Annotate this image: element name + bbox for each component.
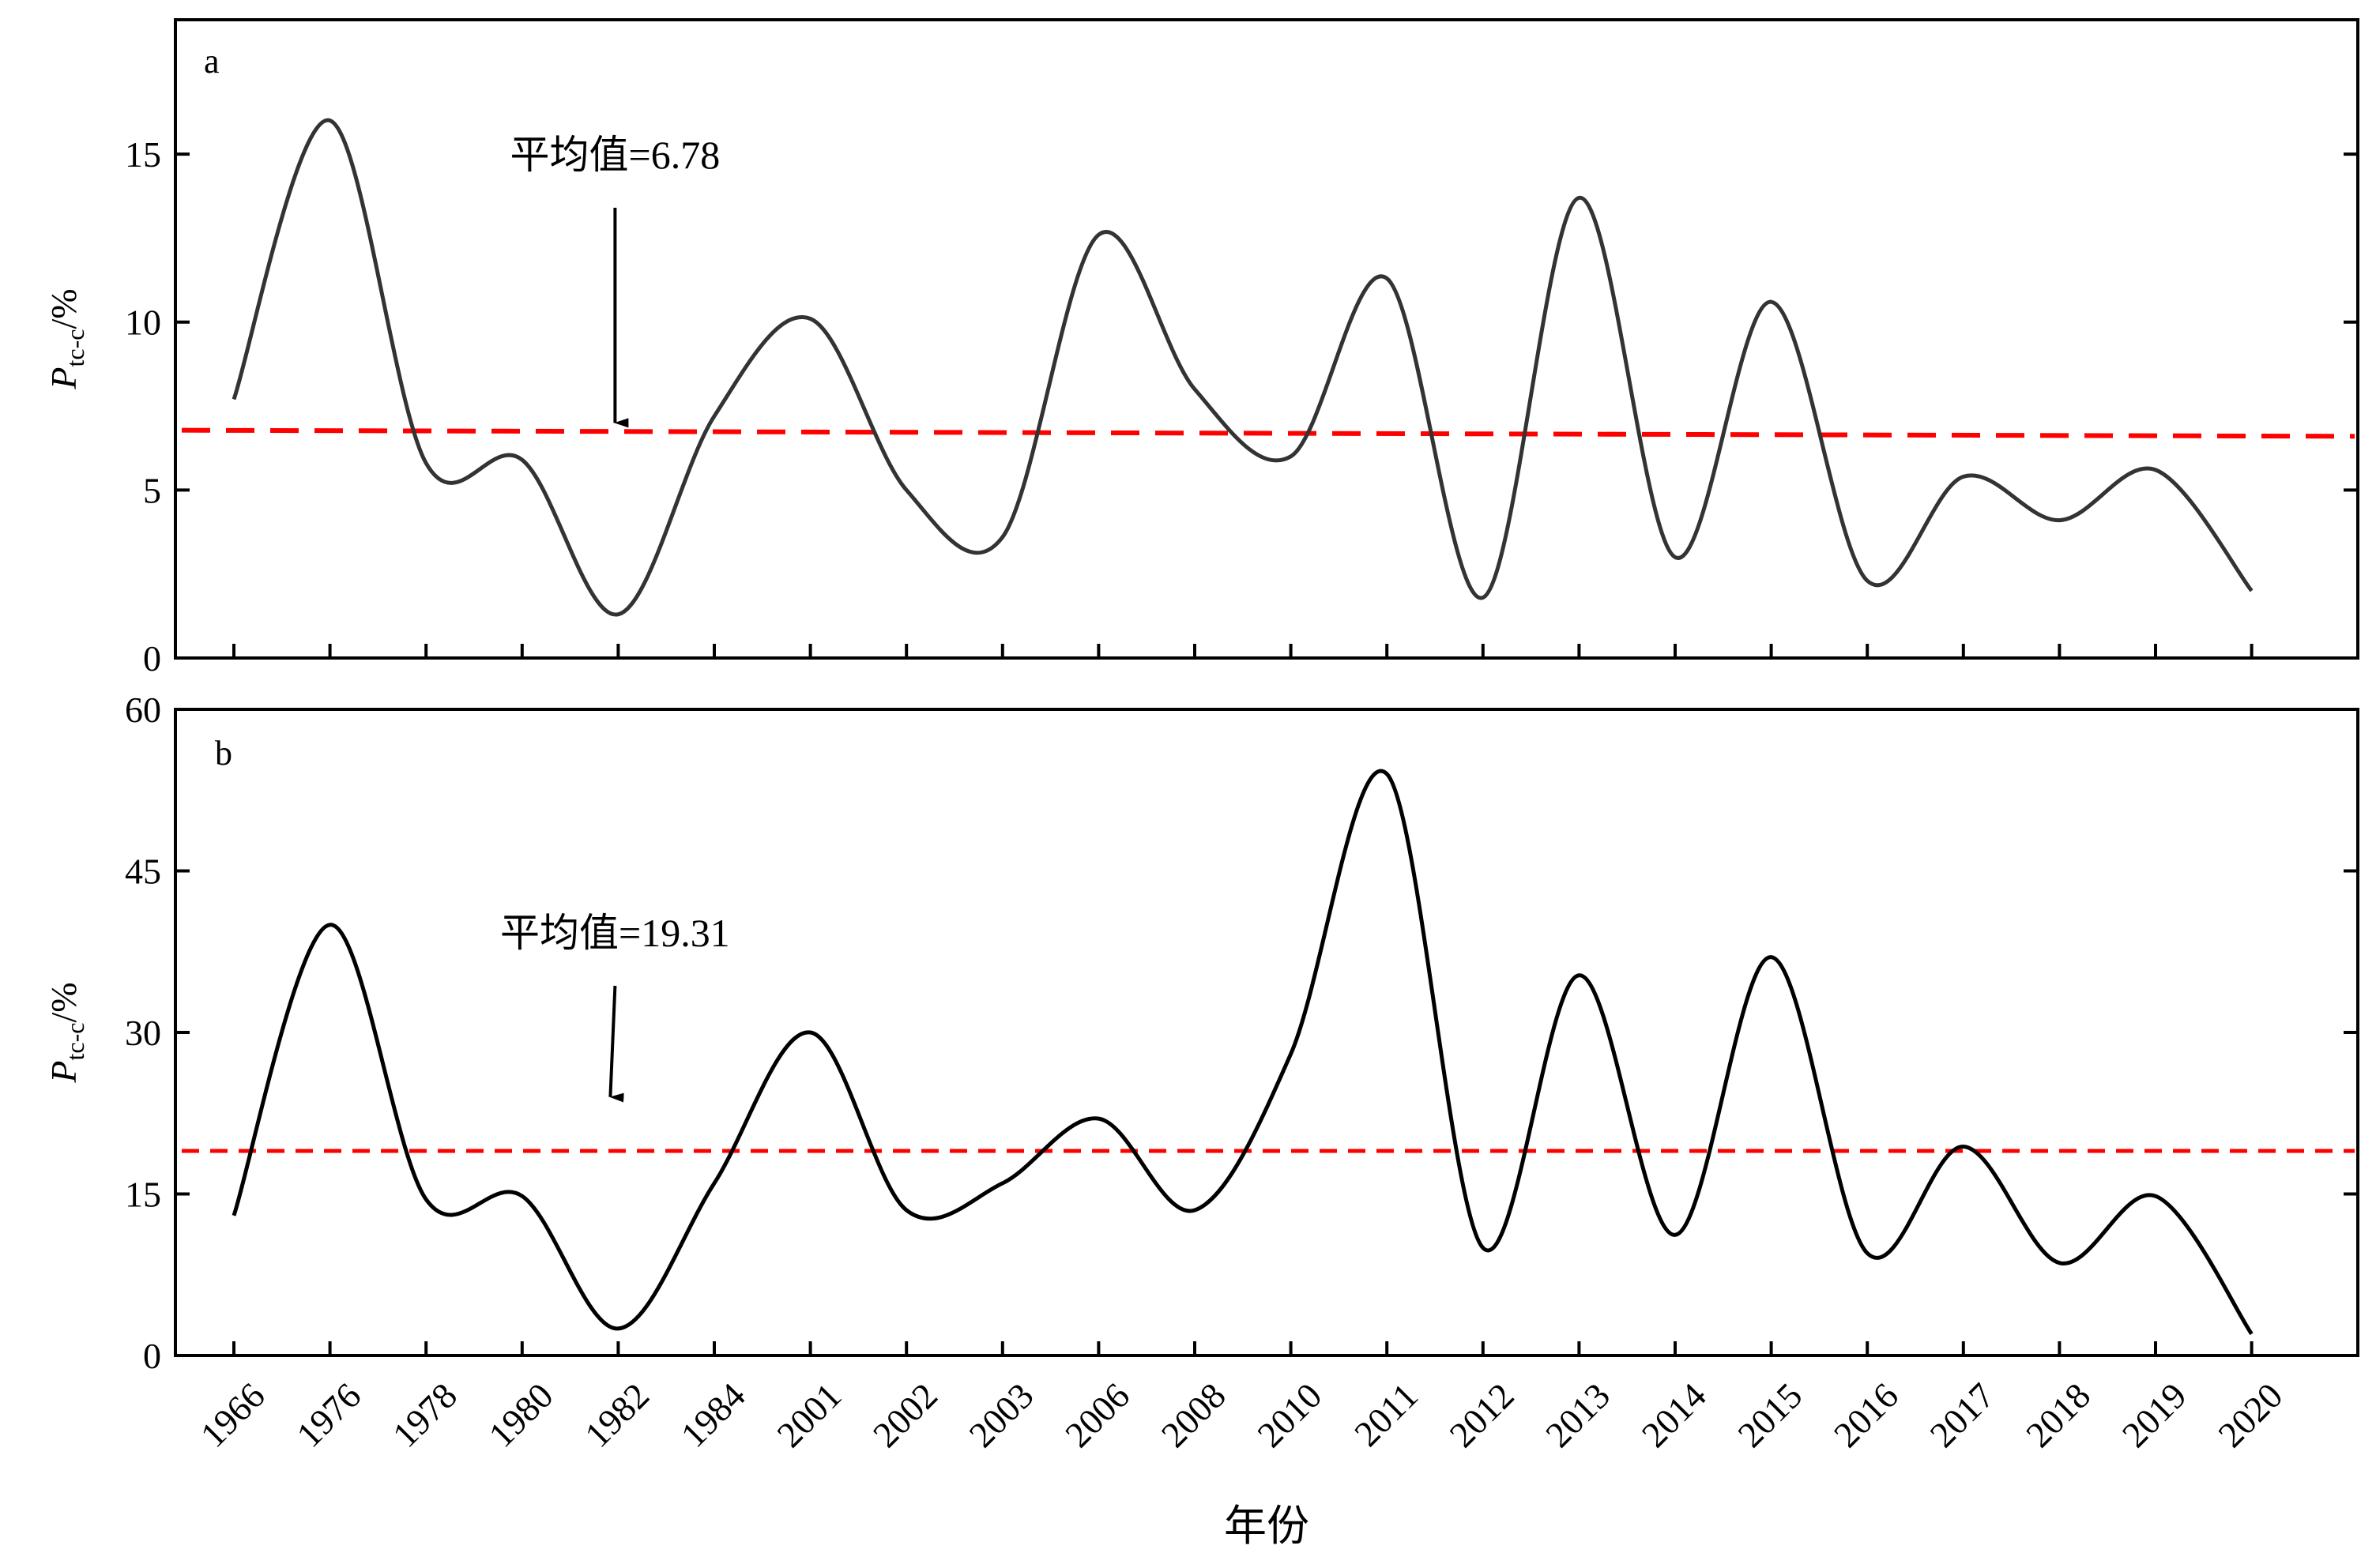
panel-a-mean-line	[181, 427, 2355, 439]
x-tick-label: 2010	[1249, 1375, 1329, 1455]
x-tick-label: 2017	[1922, 1375, 2002, 1455]
x-tick-label: 2016	[1826, 1375, 1906, 1455]
x-tick-label: 2011	[1346, 1375, 1425, 1454]
x-tick-label: 1978	[385, 1375, 465, 1455]
panel-b-series-line	[232, 769, 2254, 1336]
x-tick-label: 2018	[2018, 1375, 2098, 1455]
panel-a-frame	[174, 18, 2359, 660]
y-tick-label: 0	[143, 1336, 161, 1376]
x-tick-label: 2012	[1442, 1375, 1522, 1455]
panel-b-label: b	[215, 734, 232, 773]
x-tick-label: 2008	[1154, 1375, 1233, 1455]
panel-b-ylabel-main: P	[43, 1060, 84, 1083]
panel-a-y-ticks: 0 5 10 15	[125, 134, 2358, 679]
y-tick-label: 60	[125, 690, 161, 730]
x-tick-label: 2003	[962, 1375, 1041, 1455]
y-tick-label: 5	[143, 470, 161, 510]
panel-a-x-ticks	[232, 644, 2254, 658]
x-tick-label: 1976	[288, 1375, 368, 1455]
x-tick-label: 2014	[1634, 1375, 1714, 1455]
x-tick-label: 2019	[2114, 1375, 2194, 1455]
y-tick-label: 10	[125, 303, 161, 343]
y-tick-label: 15	[125, 1175, 161, 1215]
panel-b-frame	[174, 708, 2359, 1357]
x-tick-label: 2006	[1057, 1375, 1137, 1455]
panel-b-ylabel-suffix: /%	[43, 982, 84, 1022]
panel-b-x-ticks	[232, 1341, 2254, 1356]
x-tick-label: 2015	[1730, 1375, 1809, 1455]
y-tick-label: 45	[125, 852, 161, 892]
y-tick-label: 15	[125, 134, 161, 175]
panel-b-annotation-arrow	[608, 985, 624, 1103]
panel-a-y-axis-label: Ptc-c/%	[43, 288, 89, 389]
panel-a: a 0 5 10 15 Ptc-c/% 平均值=6.78	[43, 18, 2359, 679]
x-tick-label: 1966	[193, 1375, 273, 1455]
panel-b-ylabel-sub: tc-c	[61, 1023, 89, 1061]
panel-a-mean-annotation: 平均值=6.78	[510, 133, 721, 177]
x-tick-label: 1984	[673, 1375, 753, 1455]
panel-a-ylabel-main: P	[43, 367, 84, 389]
panel-b-y-axis-label: Ptc-c/%	[43, 982, 89, 1083]
x-tick-label: 1982	[577, 1375, 657, 1455]
x-tick-label: 2002	[865, 1375, 945, 1455]
x-tick-label: 2020	[2210, 1375, 2290, 1455]
x-tick-labels: 1966 1976 1978 1980 1982 1984 2001 2002 2003 2006…	[193, 1375, 2291, 1455]
panel-a-label: a	[204, 42, 220, 81]
x-axis-title: 年份	[1224, 1502, 1309, 1550]
x-tick-label: 2013	[1538, 1375, 1617, 1455]
panel-b-mean-annotation: 平均值=19.31	[500, 911, 730, 955]
x-tick-label: 1980	[481, 1375, 561, 1455]
y-tick-label: 0	[143, 638, 161, 679]
panel-b-y-ticks: 0 15 30 45 60	[125, 690, 2358, 1376]
y-tick-label: 30	[125, 1013, 161, 1053]
panel-a-ylabel-suffix: /%	[43, 288, 84, 329]
svg-text:Ptc-c/%: Ptc-c/%	[43, 288, 89, 389]
x-tick-label: 2001	[769, 1375, 849, 1455]
panel-a-ylabel-sub: tc-c	[61, 329, 89, 367]
svg-text:Ptc-c/%: Ptc-c/%	[43, 982, 89, 1083]
panel-a-series-line	[232, 118, 2254, 617]
panel-b: b 0 15 30 45 60 Ptc-c/% 平均值=19.31	[43, 690, 2359, 1376]
